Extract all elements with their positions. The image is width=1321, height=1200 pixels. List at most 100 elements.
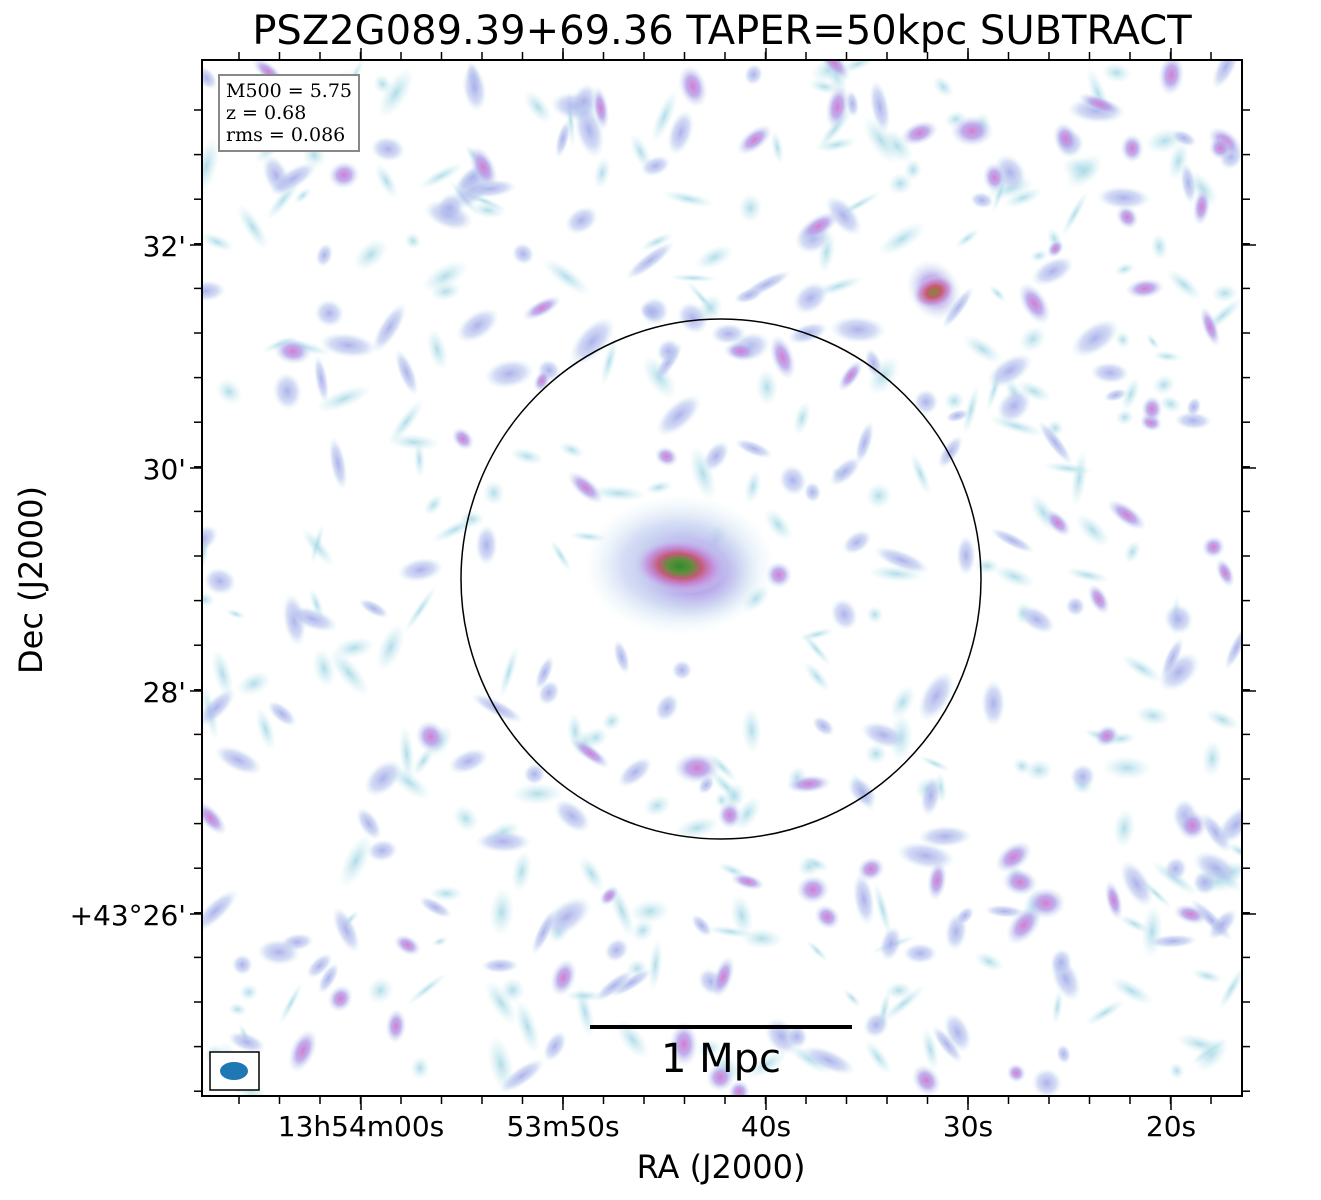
emission-blob xyxy=(435,192,465,224)
emission-blob xyxy=(950,115,994,147)
emission-blob xyxy=(1152,350,1182,363)
emission-blob xyxy=(878,221,926,256)
aperture-circle xyxy=(460,318,982,840)
emission-blob xyxy=(415,720,447,754)
emission-blob xyxy=(937,435,964,469)
emission-blob xyxy=(1186,396,1202,417)
emission-blob xyxy=(1218,965,1242,1011)
emission-blob xyxy=(900,120,939,147)
emission-blob xyxy=(431,936,448,947)
emission-blob xyxy=(1031,256,1075,287)
emission-blob xyxy=(741,707,762,754)
emission-blob xyxy=(523,763,546,785)
emission-blob xyxy=(640,155,671,177)
emission-blob xyxy=(1103,388,1128,402)
emission-blob xyxy=(689,445,717,502)
emission-blob xyxy=(470,693,524,724)
emission-blob xyxy=(531,909,556,955)
emission-blob xyxy=(255,707,276,752)
emission-blob xyxy=(736,124,773,156)
emission-blob xyxy=(202,137,220,195)
emission-blob xyxy=(962,334,1002,364)
emission-blob xyxy=(629,899,670,924)
emission-blob xyxy=(329,649,370,697)
emission-blob xyxy=(366,839,398,862)
emission-blob xyxy=(857,856,885,882)
emission-blob xyxy=(202,66,218,90)
emission-blob xyxy=(697,1039,722,1058)
emission-blob xyxy=(1001,868,1038,897)
emission-blob xyxy=(1106,499,1147,531)
emission-blob xyxy=(468,145,499,189)
emission-blob xyxy=(645,480,673,495)
emission-blob xyxy=(602,710,622,732)
emission-blob xyxy=(728,1080,751,1096)
emission-blob xyxy=(231,954,253,976)
emission-blob xyxy=(926,860,948,902)
emission-blob xyxy=(569,316,616,366)
emission-blob xyxy=(499,645,519,699)
emission-blob xyxy=(1061,190,1088,237)
emission-blob xyxy=(202,688,236,727)
emission-blob xyxy=(1177,810,1208,841)
emission-blob xyxy=(1066,153,1103,189)
emission-blob xyxy=(1164,856,1188,881)
emission-blob xyxy=(770,130,784,165)
emission-blob xyxy=(550,958,577,997)
emission-blob xyxy=(730,894,754,937)
emission-blob xyxy=(423,494,444,516)
emission-blob xyxy=(1125,278,1165,299)
emission-blob xyxy=(903,158,923,181)
emission-blob xyxy=(945,409,969,423)
emission-blob xyxy=(388,399,424,445)
emission-blob xyxy=(306,953,333,979)
emission-blob xyxy=(648,938,663,991)
emission-blob xyxy=(994,840,1033,874)
emission-blob xyxy=(1201,535,1226,559)
emission-blob xyxy=(921,1028,940,1071)
emission-blob xyxy=(803,661,831,692)
emission-blob xyxy=(1207,908,1238,941)
emission-blob xyxy=(706,1062,735,1092)
emission-blob xyxy=(852,872,875,926)
emission-blob xyxy=(746,1050,788,1079)
emission-blob xyxy=(549,539,572,572)
emission-blob xyxy=(1069,763,1096,790)
y-tick-label: +43°26' xyxy=(70,899,186,932)
emission-blob xyxy=(920,775,942,817)
emission-blob xyxy=(864,1039,892,1075)
emission-blob xyxy=(1102,755,1152,780)
emission-blob xyxy=(1070,318,1120,358)
emission-blob xyxy=(511,782,564,806)
emission-blob xyxy=(1096,186,1151,210)
emission-blob xyxy=(1075,513,1110,548)
emission-blob xyxy=(410,1055,430,1081)
emission-blob xyxy=(422,260,468,293)
emission-blob xyxy=(1135,705,1171,726)
emission-blob xyxy=(1159,394,1182,414)
emission-blob xyxy=(498,1058,545,1094)
emission-blob xyxy=(599,885,619,907)
emission-blob xyxy=(358,598,390,619)
emission-blob xyxy=(489,887,515,936)
emission-blob xyxy=(615,1019,650,1059)
redshift-value: z = 0.68 xyxy=(226,102,307,124)
emission-blob xyxy=(843,989,862,1008)
emission-blob xyxy=(625,241,675,280)
emission-blob xyxy=(803,481,822,503)
emission-blob xyxy=(825,84,850,130)
emission-blob xyxy=(864,742,888,765)
emission-blob xyxy=(1192,187,1211,226)
emission-blob xyxy=(986,353,1033,389)
emission-blob xyxy=(1120,133,1145,164)
emission-blob xyxy=(393,934,422,956)
emission-blob xyxy=(631,918,655,942)
emission-blob xyxy=(555,119,571,159)
emission-blob xyxy=(327,984,354,1013)
emission-blob xyxy=(866,605,884,624)
emission-blob xyxy=(356,807,382,841)
emission-blob xyxy=(418,162,464,190)
emission-blob xyxy=(567,471,604,505)
emission-blob xyxy=(654,446,679,467)
emission-blob xyxy=(769,334,796,381)
